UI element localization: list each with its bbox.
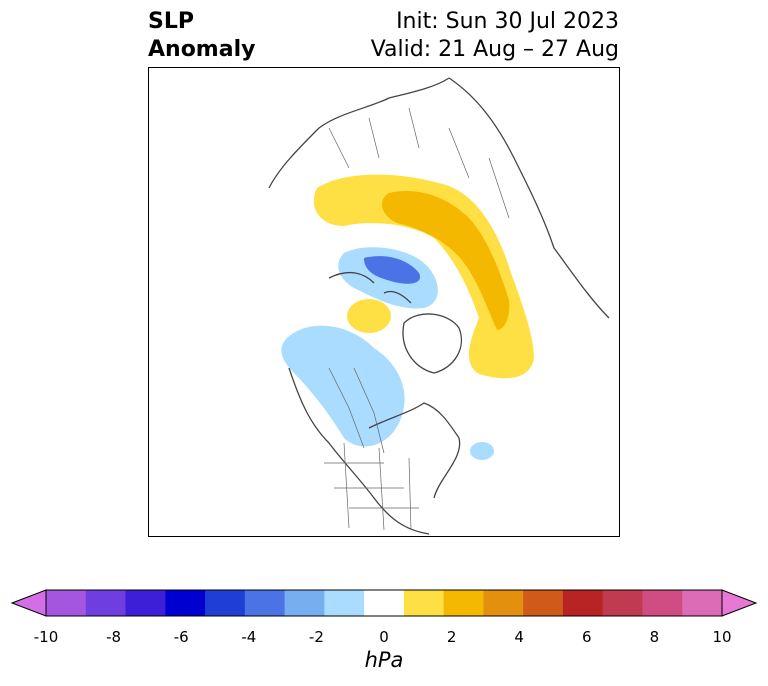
- title-line-2: Anomaly: [148, 37, 256, 62]
- colorbar-segment: [165, 590, 206, 616]
- europe-coast: [268, 77, 450, 189]
- colorbar-outline: [45, 589, 723, 617]
- greenland-coast: [402, 313, 463, 374]
- negative-anomaly-north-america: [281, 325, 405, 447]
- colorbar-segment: [364, 590, 405, 616]
- colorbar-unit-label: hPa: [364, 648, 404, 672]
- colorbar-segment: [46, 590, 87, 616]
- positive-anomaly-eurasia: [313, 174, 534, 379]
- colorbar-tick-label: 10: [712, 628, 732, 646]
- map-title: SLP Anomaly: [148, 8, 255, 64]
- colorbar-extend-min: [10, 589, 47, 617]
- strong-negative-anomaly-arctic: [364, 256, 421, 284]
- colorbar-tick-label: 2: [446, 628, 457, 646]
- borders: [324, 107, 510, 531]
- colorbar-segment: [642, 590, 683, 616]
- colorbar-tick-label: -2: [308, 628, 324, 646]
- colorbar-tick-label: 0: [379, 628, 389, 646]
- arctic-islands: [328, 271, 412, 304]
- anomaly-layer: [281, 174, 534, 460]
- strong-positive-anomaly-eurasia: [382, 190, 510, 330]
- colorbar-segment: [403, 590, 445, 616]
- colorbar-segment: [324, 590, 365, 616]
- colorbar-segment: [562, 590, 604, 616]
- colorbar-tick-label: 6: [582, 628, 592, 646]
- colorbar-segment: [523, 590, 564, 616]
- asia-coast: [448, 77, 610, 319]
- positive-anomaly-small: [347, 299, 391, 333]
- title-line-1: SLP: [148, 9, 194, 34]
- colorbar: [10, 589, 758, 617]
- colorbar-segment: [244, 590, 286, 616]
- colorbar-tick-label: 4: [514, 628, 524, 646]
- date-info: Init: Sun 30 Jul 2023 Valid: 21 Aug – 27…: [371, 8, 619, 64]
- colorbar-segment: [483, 590, 524, 616]
- colorbar-segment: [205, 590, 246, 616]
- north-america-coast: [288, 367, 461, 535]
- colorbar-segment: [443, 590, 484, 616]
- coastlines: [268, 77, 610, 535]
- map-svg: [268, 77, 610, 535]
- negative-anomaly-atlantic: [470, 442, 494, 460]
- valid-date: Valid: 21 Aug – 27 Aug: [370, 37, 619, 62]
- colorbar-tick-label: 8: [649, 628, 660, 646]
- colorbar-segment: [682, 590, 723, 616]
- colorbar-tick-label: -6: [173, 628, 189, 646]
- colorbar-tick-label: -4: [241, 628, 257, 646]
- colorbar-tick-label: -10: [33, 628, 59, 646]
- colorbar-segment: [284, 590, 325, 616]
- colorbar-segment: [602, 590, 643, 616]
- colorbar-segment: [85, 590, 127, 616]
- map-panel: [148, 67, 620, 537]
- init-date: Init: Sun 30 Jul 2023: [396, 9, 619, 34]
- colorbar-tick-label: -8: [106, 628, 122, 646]
- colorbar-extend-max: [721, 589, 758, 617]
- colorbar-segment: [125, 590, 166, 616]
